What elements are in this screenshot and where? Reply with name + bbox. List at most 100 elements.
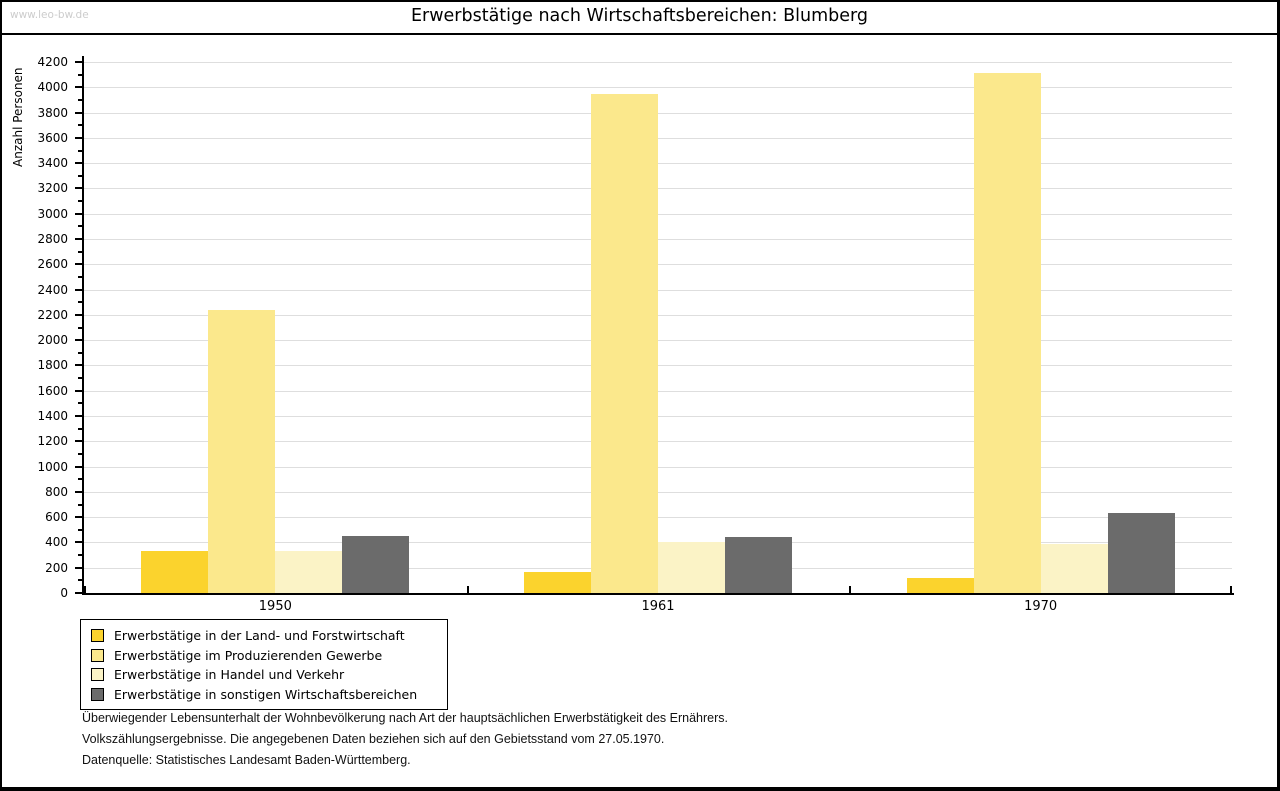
header: www.leo-bw.de Erwerbstätige nach Wirtsch… [2,2,1277,35]
y-tick-label-800: 800 [45,484,68,499]
y-tick-2200 [75,313,82,316]
gridline-2200 [84,314,1232,316]
gridline-600 [84,517,1232,519]
legend-row-3: Erwerbstätige in Handel und Verkehr [91,665,437,685]
bar-1961-series2 [591,94,658,593]
y-minor-tick-1900 [78,351,82,354]
y-tick-label-400: 400 [45,535,68,550]
y-minor-tick-2700 [78,250,82,253]
y-tick-label-0: 0 [60,586,68,600]
legend-swatch-3 [91,668,104,682]
legend-label-2: Erwerbstätige im Produzierenden Gewerbe [114,647,383,663]
y-minor-tick-500 [78,528,82,531]
y-minor-tick-3700 [78,124,82,127]
legend-row-2: Erwerbstätige im Produzierenden Gewerbe [91,646,437,666]
bar-1970-series3 [1040,544,1108,593]
y-tick-label-3600: 3600 [37,130,68,145]
y-minor-tick-1300 [78,427,82,430]
gridline-2800 [84,239,1232,240]
gridline-3800 [84,112,1232,114]
y-minor-tick-300 [78,554,82,557]
bar-1950-series4 [342,536,410,593]
y-tick-2000 [75,339,82,342]
gridline-800 [84,491,1232,493]
y-minor-tick-2500 [78,275,82,278]
bar-1950-series3 [275,551,343,593]
y-minor-tick-3300 [78,174,82,177]
x-boundary-tick-1 [466,586,469,593]
watermark: www.leo-bw.de [10,9,89,21]
x-category-label-1961: 1961 [641,599,675,614]
y-tick-1600 [75,389,82,392]
y-tick-label-1600: 1600 [37,383,68,398]
plot-area: 0 200 400 600 800 1000 1200 1400 1600 1800 2000 220… [37,55,1234,614]
y-tick-1000 [75,465,82,468]
y-minor-tick-2100 [78,326,82,329]
y-minor-tick-1100 [78,452,82,455]
y-minor-tick-2900 [78,225,82,228]
gridline-3200 [84,188,1232,190]
gridline-3400 [84,163,1232,165]
gridline-4000 [84,87,1232,89]
y-tick-1200 [75,440,82,443]
gridline-1200 [84,441,1232,443]
y-tick-2600 [75,263,82,266]
y-tick-label-3400: 3400 [37,156,68,171]
y-tick-1400 [75,415,82,417]
bar-1970-series4 [1107,513,1175,593]
footnote-line-1: Überwiegender Lebensunterhalt der Wohnbe… [82,711,728,725]
x-boundary-tick-0 [84,586,86,593]
y-tick-3000 [75,212,82,215]
y-minor-tick-3900 [78,98,82,101]
data-source: Datenquelle: Statistisches Landesamt Bad… [82,753,411,767]
y-tick-3200 [75,187,82,190]
y-tick-200 [75,566,82,569]
footnote: Überwiegender Lebensunterhalt der Wohnbe… [82,708,728,771]
legend-label-3: Erwerbstätige in Handel und Verkehr [114,667,345,683]
gridline-2600 [84,264,1232,266]
y-tick-label-3800: 3800 [37,105,68,120]
bar-1961-series4 [725,537,792,593]
y-tick-3600 [75,136,82,139]
gridline-1000 [84,466,1232,468]
legend: Erwerbstätige in der Land- und Forstwirt… [80,619,448,710]
y-tick-400 [75,541,82,544]
y-tick-4200 [75,61,82,63]
bar-1961-series1 [524,572,591,593]
y-tick-label-1200: 1200 [37,434,68,449]
y-axis-line [82,56,84,595]
y-tick-3400 [75,162,82,165]
y-tick-label-3200: 3200 [37,181,68,196]
gridline-3000 [84,213,1232,215]
legend-label-1: Erwerbstätige in der Land- und Forstwirt… [114,628,405,644]
bar-1970-series1 [906,578,974,593]
legend-label-4: Erwerbstätige in sonstigen Wirtschaftsbe… [114,686,418,702]
y-tick-label-2000: 2000 [37,333,68,348]
y-tick-800 [75,490,82,493]
y-tick-4000 [75,86,82,89]
y-minor-tick-100 [78,579,82,582]
legend-swatch-1 [91,629,104,643]
y-tick-label-1800: 1800 [37,358,68,373]
y-tick-label-600: 600 [45,510,68,525]
y-tick-label-3000: 3000 [37,206,68,221]
legend-row-1: Erwerbstätige in der Land- und Forstwirt… [91,626,437,646]
y-tick-label-200: 200 [45,560,68,575]
gridline-3600 [84,137,1232,139]
y-tick-1800 [75,364,82,367]
y-minor-tick-2300 [78,301,82,304]
x-boundary-tick-3 [1230,586,1232,593]
gridline-2000 [84,340,1232,342]
y-minor-tick-4100 [78,73,82,76]
y-tick-600 [75,516,82,519]
y-minor-tick-700 [78,503,82,506]
y-minor-tick-3100 [78,200,82,203]
y-tick-label-4000: 4000 [37,80,68,95]
gridline-1800 [84,365,1232,367]
gridline-4200 [84,62,1232,63]
legend-swatch-2 [91,648,104,662]
y-tick-2400 [75,288,82,291]
y-tick-3800 [75,111,82,114]
x-boundary-tick-2 [849,586,852,593]
